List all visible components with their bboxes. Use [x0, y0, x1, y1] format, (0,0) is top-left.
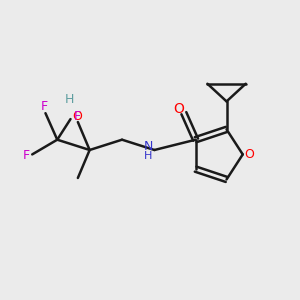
Text: N: N	[144, 140, 153, 153]
Text: O: O	[72, 110, 82, 123]
Text: F: F	[40, 100, 48, 113]
Text: H: H	[144, 152, 153, 161]
Text: F: F	[74, 110, 80, 123]
Text: O: O	[173, 102, 184, 116]
Text: H: H	[64, 93, 74, 106]
Text: O: O	[244, 148, 254, 161]
Text: F: F	[23, 149, 30, 162]
